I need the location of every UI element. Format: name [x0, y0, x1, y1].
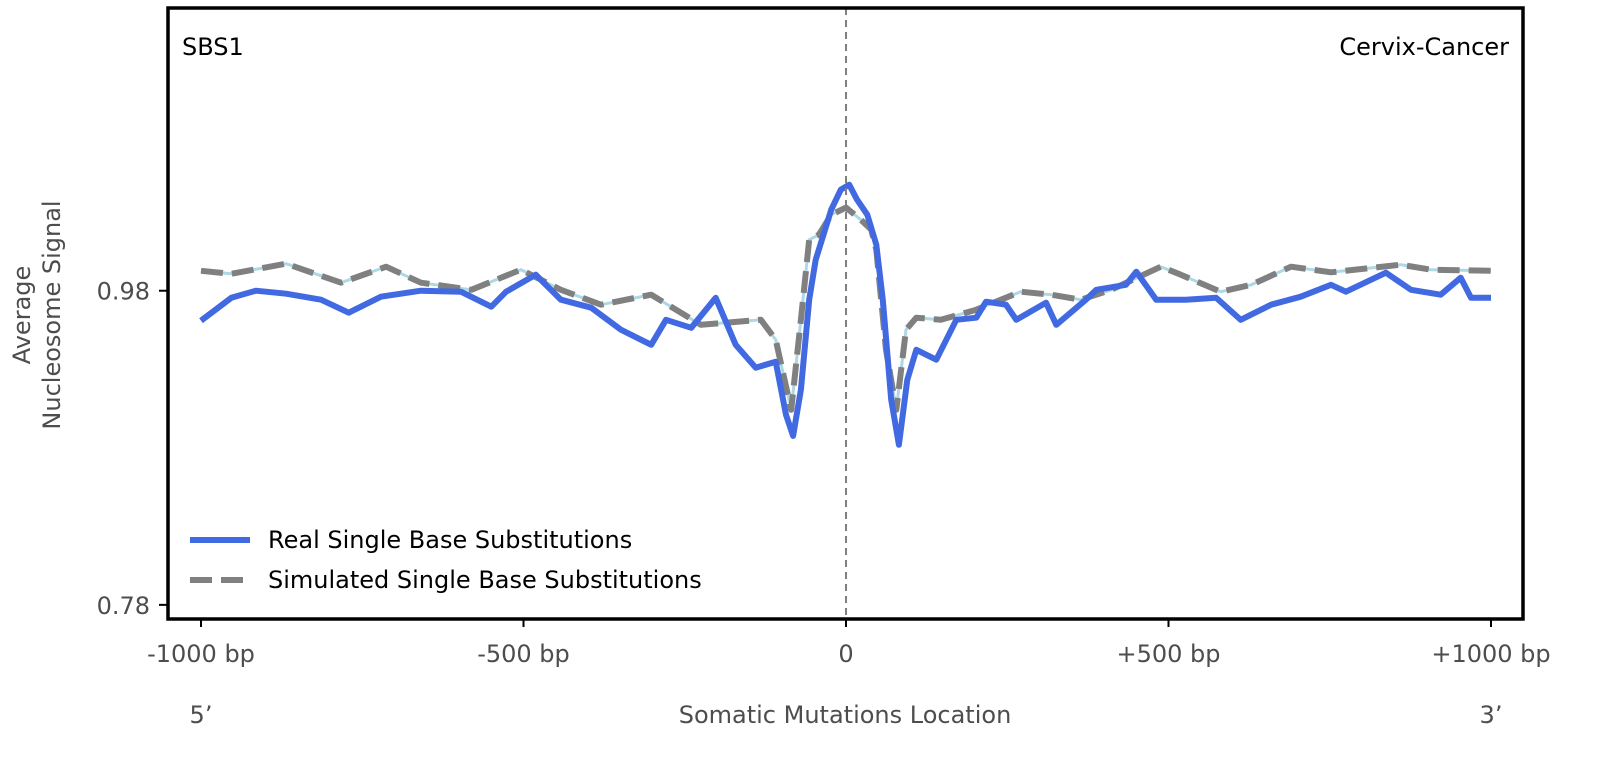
- y-axis-label-line1: Average: [8, 266, 36, 365]
- x-tick-label: 0: [838, 640, 853, 668]
- five-prime-label: 5’: [190, 701, 213, 729]
- x-axis-label: Somatic Mutations Location: [679, 701, 1012, 729]
- x-tick-label: +1000 bp: [1431, 640, 1550, 668]
- three-prime-label: 3’: [1480, 701, 1503, 729]
- x-tick-label: -1000 bp: [147, 640, 255, 668]
- y-tick-label: 0.98: [97, 278, 150, 306]
- real-sbs-line: [199, 181, 1491, 448]
- simulated-sbs-line: [200, 204, 1492, 413]
- x-tick-label: -500 bp: [477, 640, 570, 668]
- cancer-type-annotation: Cervix-Cancer: [1339, 33, 1509, 61]
- x-tick-label: +500 bp: [1116, 640, 1220, 668]
- y-tick-label: 0.78: [97, 592, 150, 620]
- legend-label-real: Real Single Base Substitutions: [268, 526, 632, 554]
- y-axis: 0.98 0.78: [97, 278, 168, 620]
- y-axis-label-line2: Nucleosome Signal: [38, 200, 66, 429]
- x-axis: -1000 bp -500 bp 0 +500 bp +1000 bp: [147, 619, 1551, 668]
- legend: Real Single Base Substitutions Simulated…: [190, 526, 702, 594]
- legend-label-simulated: Simulated Single Base Substitutions: [268, 566, 702, 594]
- signature-annotation: SBS1: [182, 33, 244, 61]
- series-layer: [199, 181, 1492, 448]
